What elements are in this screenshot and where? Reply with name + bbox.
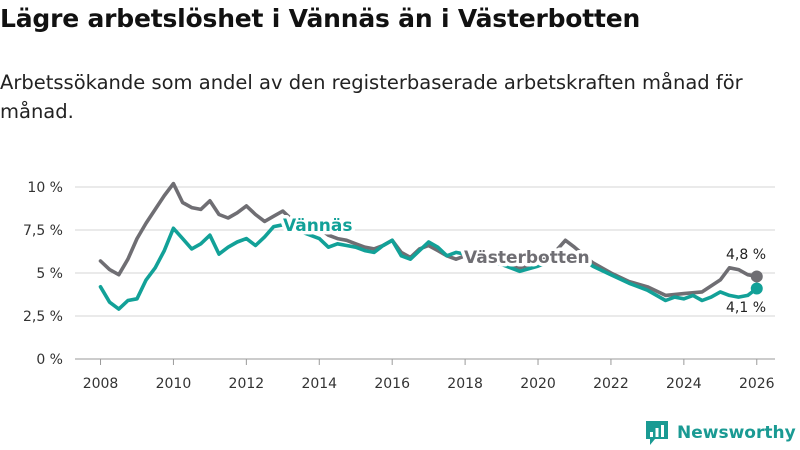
chart-title: Lägre arbetslöshet i Vännäs än i Västerb… [0, 4, 641, 33]
newsworthy-logo: Newsworthy [645, 418, 796, 448]
gridlines [75, 186, 775, 360]
series-labels: 4,8 % 4,1 % Vännäs Västerbotten [280, 213, 767, 317]
end-label-vannas: 4,1 % [726, 300, 766, 316]
x-tick-label: 2012 [229, 376, 265, 392]
end-label-vasterbotten: 4,8 % [726, 247, 766, 263]
y-tick-label: 5 % [36, 266, 63, 282]
bar-chart-logo-icon [646, 421, 668, 445]
x-tick-label: 2014 [301, 376, 337, 392]
brand-name: Newsworthy [677, 423, 796, 443]
y-axis: 0 % 2,5 % 5 % 7,5 % 10 % [23, 180, 63, 368]
y-tick-label: 2,5 % [23, 309, 63, 325]
series-label-vasterbotten: Västerbotten [464, 248, 590, 268]
x-tick-label: 2010 [156, 376, 192, 392]
x-tick-label: 2016 [374, 376, 410, 392]
series-lines [98, 181, 763, 311]
y-tick-label: 0 % [36, 352, 63, 368]
line-chart: 0 % 2,5 % 5 % 7,5 % 10 % 2008 2010 2012 2014 201… [23, 180, 775, 392]
x-tick-label: 2008 [83, 376, 119, 392]
end-point-västerbotten [750, 270, 763, 283]
chart-subtitle: Arbetssökande som andel av den registerb… [0, 71, 743, 123]
series-label-vannas: Vännäs [283, 216, 353, 236]
end-point-vännäs [750, 282, 763, 295]
x-tick-label: 2026 [739, 376, 775, 392]
x-tick-label: 2022 [593, 376, 629, 392]
y-tick-label: 7,5 % [23, 223, 63, 239]
x-tick-label: 2024 [666, 376, 702, 392]
y-tick-label: 10 % [27, 180, 63, 196]
series-line-västerbotten [98, 181, 759, 298]
x-tick-label: 2018 [447, 376, 483, 392]
x-tick-label: 2020 [520, 376, 556, 392]
x-axis: 2008 2010 2012 2014 2016 2018 2020 2022 2024 2026 [83, 359, 775, 392]
series-line-vännäs [98, 223, 759, 311]
